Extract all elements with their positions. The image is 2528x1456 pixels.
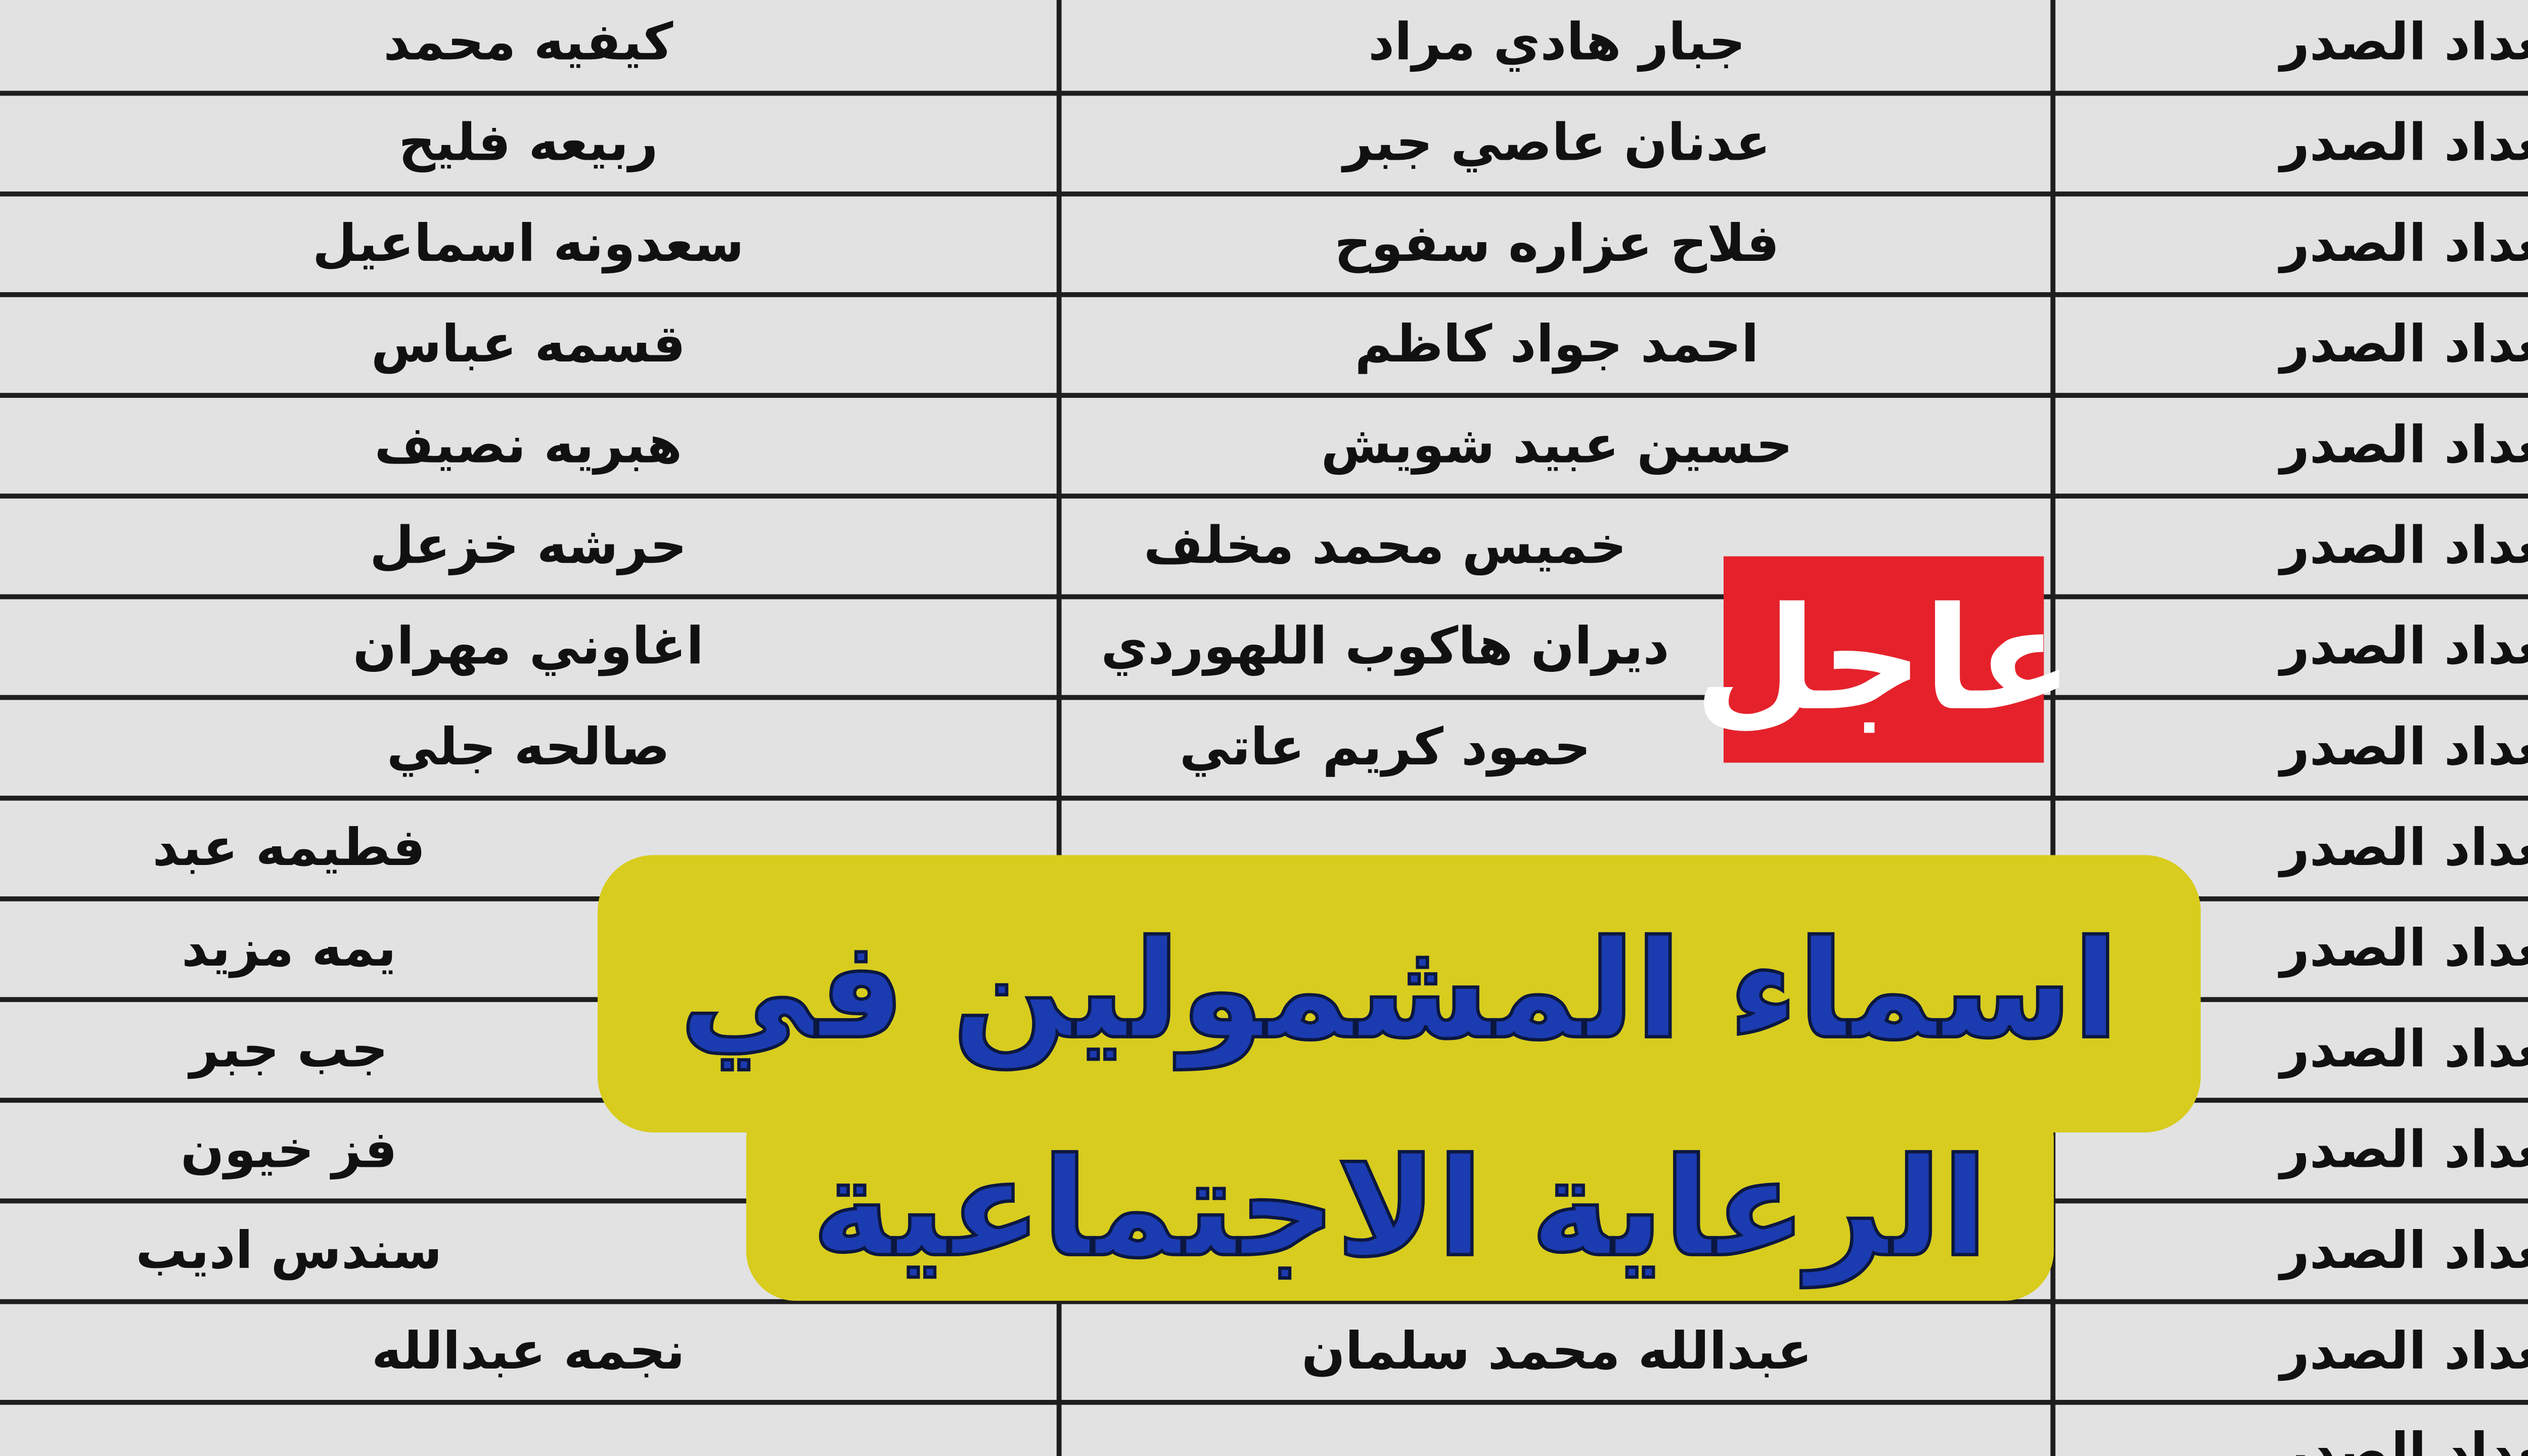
name-cell: فلاح عزاره سفوح [1334, 214, 1780, 275]
city-cell: بغداد الصدر [2280, 1423, 2528, 1456]
mother-name-cell [0, 1405, 1057, 1456]
name-cell [1063, 1405, 2051, 1456]
city-cell: بغداد الصدر [2280, 1020, 2528, 1080]
city-cell: بغداد الصدر [2280, 416, 2528, 476]
table-row: بغداد الصدر عبدالله محمد سلمان نجمه عبدالل… [0, 1304, 2528, 1405]
headline-line-1: اسماء المشمولين في [678, 913, 2121, 1070]
table-row: بغداد الصدر خميس محمد مخلف حرشه خزعل [0, 498, 2528, 600]
table-row: بغداد الصدر سندس اديب [0, 1203, 2528, 1304]
city-cell: بغداد الصدر [2280, 1221, 2528, 1281]
table-row: بغداد الصدر حمود كريم عاتي صالحه جلي [0, 700, 2528, 801]
column-divider [1056, 0, 1062, 1456]
table-row: بغداد الصدر فلاح عزاره سفوح سعدونه اسماعيل [0, 197, 2528, 297]
breaking-news-label: عاجل [1694, 577, 2073, 742]
table-row: بغداد الصدر ديران هاكوب اللهوردي اغاوني مه… [0, 599, 2528, 700]
city-cell: بغداد الصدر [2280, 114, 2528, 173]
table-row: بغداد الصدر [0, 1405, 2528, 1456]
table-row: بغداد الصدر جبار هادي مراد كيفيه محمد [0, 0, 2528, 96]
headline-line-1-wrap: اسماء المشمولين في [598, 913, 2201, 1070]
headline-line-2: الرعاية الاجتماعية [810, 1130, 1990, 1288]
city-cell: بغداد الصدر [2280, 617, 2528, 677]
name-cell: احمد جواد كاظم [1355, 315, 1759, 375]
headline-line-2-wrap: الرعاية الاجتماعية [746, 1130, 2054, 1288]
city-cell: بغداد الصدر [2280, 214, 2528, 275]
headline-banner-top [598, 855, 2201, 1132]
mother-name-cell: فطيمه عبد [152, 818, 426, 879]
city-cell: بغداد الصدر [2280, 1322, 2528, 1382]
mother-name-cell: كيفيه محمد [383, 13, 673, 73]
mother-name-cell: سندس اديب [136, 1221, 442, 1281]
mother-name-cell: فز خيون [180, 1121, 397, 1180]
name-cell: خميس محمد مخلف [1143, 517, 1627, 576]
column-divider [2050, 0, 2056, 1456]
mother-name-cell: جب جبر [190, 1020, 388, 1080]
mother-name-cell: سعدونه اسماعيل [312, 214, 744, 275]
table-row: بغداد الصدر احمد جواد كاظم قسمه عباس [0, 297, 2528, 398]
city-cell: بغداد الصدر [2280, 919, 2528, 979]
table-row: بغداد الصدر حسين عبيد شويش هبريه نصيف [0, 398, 2528, 499]
city-cell: بغداد الصدر [2280, 818, 2528, 879]
mother-name-cell: يمه مزيد [182, 919, 396, 979]
mother-name-cell: صالحه جلي [386, 718, 670, 778]
mother-name-cell: قسمه عباس [371, 315, 686, 375]
city-cell: بغداد الصدر [2280, 718, 2528, 778]
name-cell: عدنان عاصي جبر [1343, 114, 1771, 173]
mother-name-cell: نجمه عبدالله [371, 1322, 685, 1382]
city-cell: بغداد الصدر [2280, 1121, 2528, 1180]
mother-name-cell: حرشه خزعل [370, 517, 687, 576]
city-cell: بغداد الصدر [2280, 517, 2528, 576]
name-cell: حمود كريم عاتي [1179, 718, 1591, 778]
city-cell: بغداد الصدر [2280, 13, 2528, 73]
mother-name-cell: ربيعه فليح [398, 114, 658, 173]
city-cell: بغداد الصدر [2280, 315, 2528, 375]
name-cell: عبدالله محمد سلمان [1301, 1322, 1813, 1382]
name-cell: حسين عبيد شويش [1321, 416, 1793, 476]
table-row: بغداد الصدر عدنان عاصي جبر ربيعه فليح [0, 96, 2528, 197]
mother-name-cell: اغاوني مهران [352, 617, 704, 677]
headline-banner-bottom [746, 1089, 2054, 1301]
breaking-news-badge: عاجل [1694, 556, 2073, 763]
mother-name-cell: هبريه نصيف [374, 416, 683, 476]
name-cell: ديران هاكوب اللهوردي [1101, 617, 1669, 677]
name-cell: جبار هادي مراد [1368, 13, 1746, 73]
